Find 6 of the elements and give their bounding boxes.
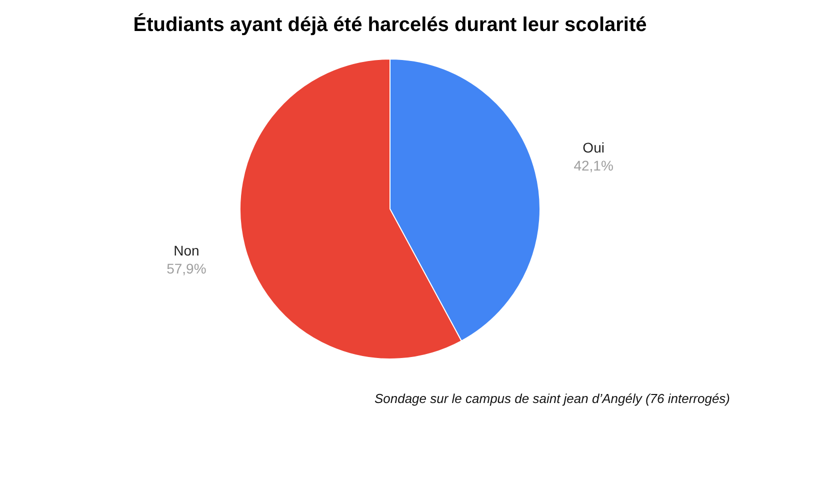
text: Sondage sur le campus de saint jean d’Angély (76 interrogés) — [374, 391, 730, 406]
data-label: 57,9% — [166, 260, 206, 277]
slice-label: Oui — [582, 139, 604, 156]
chart-title: Étudiants ayant déjà été harcelés durant leur scolarité — [133, 13, 647, 36]
slice-label: Non — [174, 242, 200, 259]
data-label: 42,1% — [574, 157, 614, 174]
